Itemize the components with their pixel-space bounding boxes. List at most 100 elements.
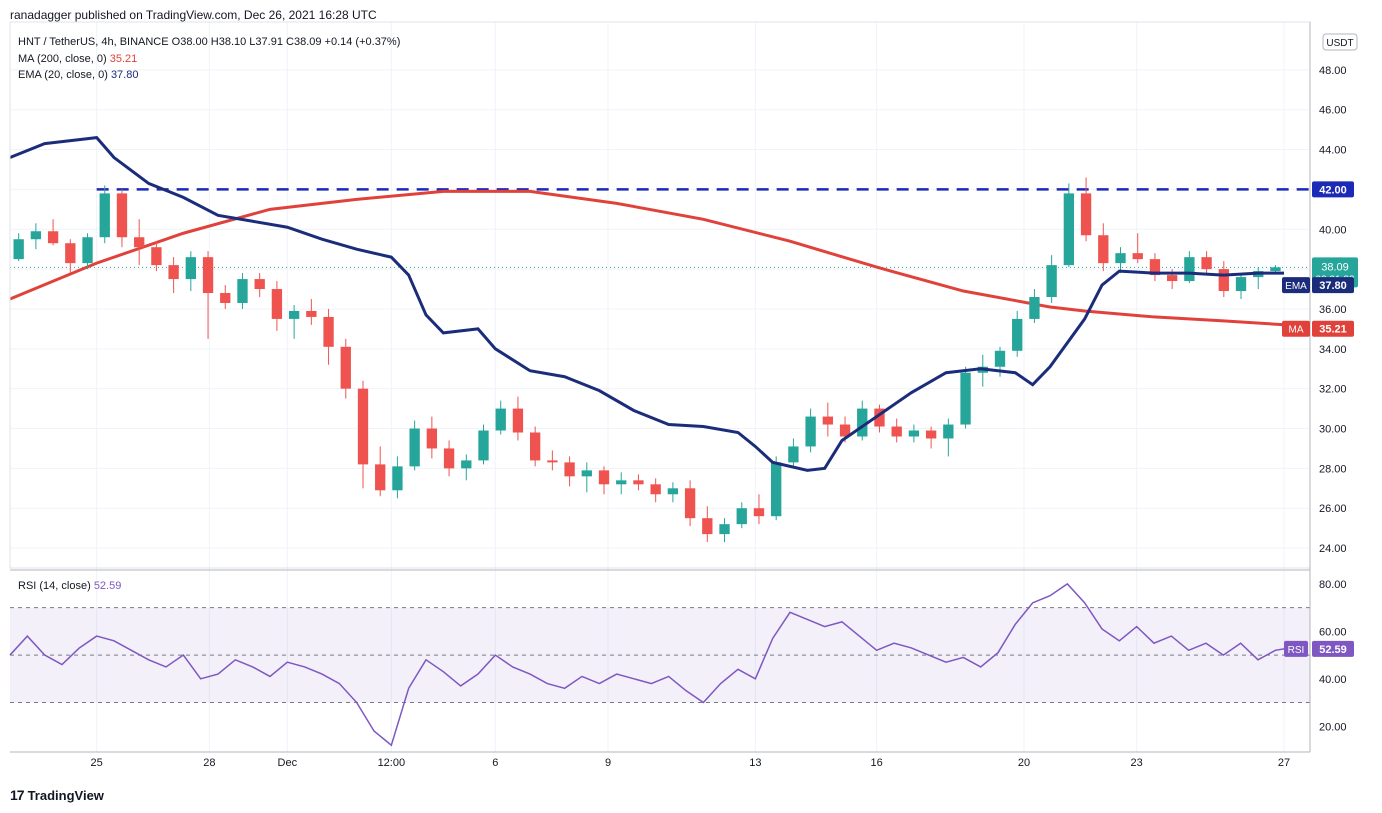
candle-body [1201, 257, 1212, 270]
candle-body [495, 408, 506, 431]
candle-body [478, 430, 489, 461]
candle-body [1115, 253, 1126, 264]
candle-body [1166, 275, 1178, 282]
time-tick-label: Dec [278, 757, 298, 769]
time-tick-label: 28 [203, 757, 215, 769]
rsi-line [9, 582, 1285, 747]
candle-body [426, 428, 438, 449]
time-tick-label: 25 [91, 757, 103, 769]
candle-body [581, 470, 592, 477]
time-tick-label: 20 [1018, 757, 1030, 769]
candle-body [547, 460, 558, 463]
candle-body [220, 293, 231, 303]
candle-body [99, 193, 110, 238]
candle-body [1235, 277, 1247, 292]
candle-body [1149, 259, 1161, 276]
candle-body [461, 460, 472, 469]
candle-body [771, 462, 782, 517]
candle-body [839, 424, 851, 437]
price-tick-label: 26.00 [1319, 503, 1347, 515]
rsi-band [10, 607, 1310, 704]
candle-body [357, 388, 369, 465]
candle-body [564, 462, 575, 477]
tradingview-brand[interactable]: 17 TradingView [10, 787, 104, 803]
candle-body [891, 426, 902, 437]
price-tick-label: 48.00 [1319, 65, 1347, 77]
rsi-legend-value: 52.59 [93, 580, 122, 592]
ma-legend-value: 35.21 [109, 53, 138, 65]
symbol-ohlc: HNT / TetherUS, 4h, BINANCE O38.00 H38.1… [18, 36, 401, 48]
rsi-value-text: 52.59 [1319, 644, 1347, 656]
rsi-tick-label: 40.00 [1319, 674, 1347, 686]
candle-body [736, 508, 747, 525]
ma200-path [9, 189, 1285, 327]
candle-body [30, 231, 42, 240]
candle-body [288, 310, 300, 319]
candle-body [375, 464, 386, 491]
candle-body [409, 428, 420, 467]
candle-body [1218, 269, 1229, 292]
price-tick-label: 30.00 [1319, 424, 1347, 436]
ema-legend-value: 37.80 [110, 69, 139, 81]
candle-body [392, 466, 403, 491]
candle-body [116, 193, 128, 238]
candle-body [13, 239, 24, 260]
time-tick-label: 9 [605, 757, 611, 769]
candle-body [306, 310, 317, 317]
price-tick-label: 24.00 [1319, 543, 1347, 555]
ma-price-tag [1312, 320, 1354, 337]
rsi-tick-label: 20.00 [1319, 721, 1347, 733]
candle-body [943, 424, 954, 439]
currency-badge-text: USDT [1326, 38, 1353, 49]
candle-body [65, 243, 76, 264]
price-tick-label: 28.00 [1319, 463, 1347, 475]
candle-body [254, 279, 265, 290]
ma-legend[interactable]: MA (200, close, 0) 35.21 [18, 53, 137, 65]
candle-body [598, 470, 610, 485]
price-tick-label: 46.00 [1319, 105, 1347, 117]
candle-body [822, 416, 833, 425]
ma-tag-text: MA [1289, 325, 1304, 336]
candle-body [805, 416, 816, 447]
candle-body [340, 346, 351, 389]
candle-body [684, 488, 696, 519]
ma200-line [9, 189, 1285, 327]
ema-tag [1282, 277, 1310, 294]
candle-body [719, 524, 730, 535]
ema-price-tag [1312, 277, 1354, 294]
candle-body [323, 316, 334, 347]
candle-body [633, 480, 644, 485]
last-price-text: 38.09 [1321, 261, 1349, 273]
rsi-legend[interactable]: RSI (14, close) 52.59 [18, 580, 121, 592]
currency-badge [1322, 33, 1358, 51]
candle-body [1046, 265, 1057, 298]
time-tick-label: 6 [492, 757, 498, 769]
price-tick-label: 32.00 [1319, 384, 1347, 396]
candle-body [185, 257, 196, 280]
candle-body [1029, 297, 1040, 319]
candlestick-series [13, 177, 1281, 543]
ema20-line [9, 136, 1284, 472]
candle-body [994, 350, 1006, 367]
candle-body [134, 237, 145, 248]
rsi-tick-label: 80.00 [1319, 579, 1347, 591]
time-tick-label: 27 [1278, 757, 1290, 769]
rsi-legend-label: RSI (14, close) [18, 580, 91, 592]
ma-tag [1282, 320, 1310, 337]
candle-body [650, 484, 661, 495]
candle-body [512, 408, 524, 433]
ema-legend[interactable]: EMA (20, close, 0) 37.80 [18, 69, 138, 81]
ema20-path [9, 136, 1284, 472]
candle-body [1098, 235, 1109, 264]
candle-body [1132, 253, 1143, 260]
candle-body [1012, 318, 1023, 351]
rsi-tick-label: 60.00 [1319, 626, 1347, 638]
candle-body [788, 446, 799, 463]
candle-body [1063, 193, 1075, 266]
ma-legend-label: MA (200, close, 0) [18, 53, 107, 65]
candle-body [753, 508, 765, 517]
time-tick-label: 16 [871, 757, 883, 769]
resistance-price-text: 42.00 [1319, 184, 1347, 196]
price-tick-label: 34.00 [1319, 344, 1347, 356]
